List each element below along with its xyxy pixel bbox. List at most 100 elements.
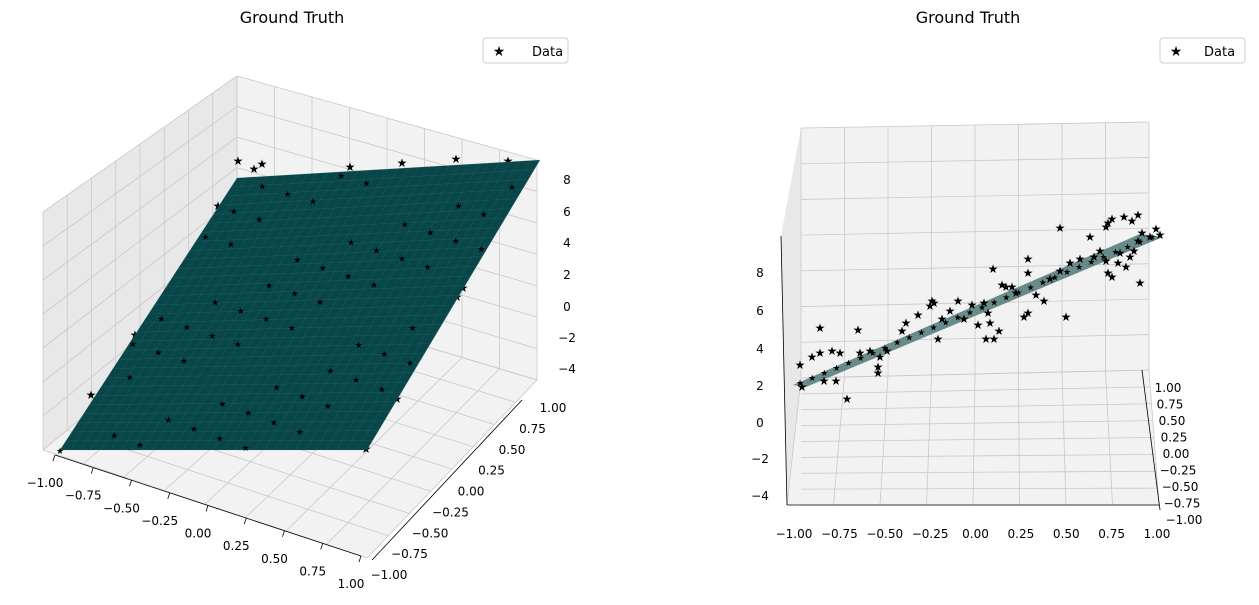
right-data-marker-under-surface: ★ (1014, 288, 1022, 298)
left-data-marker-under-surface: ★ (355, 341, 363, 351)
left-surface-meshline (366, 159, 541, 451)
right-data-marker: ★ (925, 299, 936, 313)
right-data-marker: ★ (997, 278, 1008, 292)
left-z-tick-label: 0 (563, 300, 571, 314)
left-surface-meshline (236, 159, 541, 179)
right-legend: ★ Data (1159, 37, 1246, 64)
left-x-tick-label: 1.00 (338, 577, 365, 591)
right-data-marker: ★ (1001, 280, 1012, 294)
left-data-marker-under-surface: ★ (337, 172, 345, 182)
right-data-marker: ★ (1095, 244, 1106, 258)
right-data-marker: ★ (983, 306, 994, 320)
left-z-tick-label: 2 (563, 268, 571, 282)
right-back-gridline (800, 157, 1150, 165)
right-z-tick-label: 6 (756, 304, 764, 318)
left-z-tick-labels: −4 −2 0 2 4 6 8 (558, 173, 576, 376)
right-data-marker: ★ (1133, 234, 1144, 248)
left-x-tick-label: 0.00 (185, 527, 212, 541)
right-legend-label: Data (1204, 45, 1235, 60)
right-x-tick-labels: −1.00 −0.75 −0.50 −0.25 0.00 0.25 0.50 0.75 1.00 (776, 504, 1170, 541)
left-data-marker-under-surface: ★ (201, 233, 209, 243)
left-x-tick-mark (167, 492, 171, 500)
left-data-marker-under-surface: ★ (380, 350, 388, 360)
left-surface-meshline (346, 161, 520, 451)
right-data-marker: ★ (994, 324, 1005, 338)
left-y-tick-label: −0.50 (412, 526, 449, 540)
left-data-marker-under-surface: ★ (255, 215, 263, 225)
right-data-marker: ★ (937, 312, 948, 326)
right-back-gridline (800, 227, 1150, 236)
right-y-tick-label: 0.00 (1163, 447, 1190, 461)
left-data-marker-under-surface: ★ (347, 238, 355, 248)
left-data-marker: ★ (451, 152, 462, 166)
right-floor-gridline (800, 487, 1158, 490)
left-data-marker-under-surface: ★ (208, 332, 216, 342)
right-y-axis-line (1141, 369, 1161, 511)
right-side-pane (781, 128, 801, 505)
left-y-tick-label: 0.50 (499, 443, 526, 457)
right-data-marker-under-surface: ★ (796, 379, 804, 389)
left-surface-meshline (219, 188, 523, 206)
right-data-marker: ★ (988, 262, 999, 276)
right-data-marker-under-surface: ★ (905, 334, 913, 344)
left-data-marker: ★ (213, 199, 224, 213)
right-data-marker-under-surface: ★ (1087, 258, 1095, 268)
right-x-tick-label: −0.75 (821, 527, 858, 541)
left-data-marker-under-surface: ★ (324, 402, 332, 412)
right-data-marker: ★ (1065, 256, 1076, 270)
right-z-axis-line (780, 235, 788, 506)
left-surface-meshline (356, 160, 531, 451)
left-y-tick-label: 0.00 (458, 485, 485, 499)
right-y-tick-labels: 1.00 0.75 0.50 0.25 0.00 −0.25 −0.50 −0.75 −1.00 (1141, 369, 1203, 527)
right-data-marker: ★ (913, 308, 924, 322)
right-data-marker: ★ (1101, 220, 1112, 234)
left-data-marker: ★ (233, 154, 244, 168)
right-data-marker: ★ (1055, 221, 1066, 235)
right-data-marker: ★ (933, 332, 944, 346)
left-legend-star-icon: ★ (493, 44, 506, 60)
right-back-gridline (800, 192, 1150, 200)
right-data-marker: ★ (959, 312, 970, 326)
right-x-tick-label: −1.00 (776, 527, 813, 541)
right-data-marker: ★ (1039, 294, 1050, 308)
left-wall-gridline (42, 106, 238, 247)
left-surface-meshline (231, 169, 535, 188)
right-back-gridline (800, 121, 1150, 129)
right-data-marker: ★ (842, 392, 853, 406)
left-data-marker-under-surface: ★ (126, 373, 134, 383)
left-y-tick-labels: −1.00 −0.75 −0.50 −0.25 0.00 0.25 0.50 0.75 1.00 (371, 399, 566, 582)
right-data-marker-under-surface: ★ (954, 314, 962, 324)
left-x-tick-mark (90, 467, 94, 474)
left-data-marker-under-surface: ★ (296, 428, 304, 438)
right-data-marker: ★ (873, 366, 884, 380)
right-data-marker: ★ (953, 294, 964, 308)
right-y-tick-label: −1.00 (1166, 513, 1203, 527)
right-data-marker: ★ (1061, 310, 1072, 324)
right-data-marker-under-surface: ★ (1075, 263, 1083, 273)
right-data-marker-under-surface: ★ (990, 298, 998, 308)
left-z-tick-label: −4 (558, 362, 576, 376)
right-floor-gridline (800, 437, 1155, 442)
left-legend-box (482, 37, 569, 64)
right-data-marker-under-surface: ★ (808, 374, 816, 384)
right-x-tick-label: 0.75 (1098, 527, 1125, 541)
left-x-tick-labels: −1.00−0.75−0.50−0.25 0.00 0.25 0.50 0.75 1.00 (27, 454, 365, 591)
right-data-marker: ★ (853, 323, 864, 337)
left-data-marker-under-surface: ★ (480, 210, 488, 220)
right-data-marker-under-surface: ★ (820, 369, 828, 379)
right-z-tick-label: −2 (751, 452, 769, 466)
left-data-marker-under-surface: ★ (241, 444, 249, 454)
left-data-marker-under-surface: ★ (363, 179, 371, 189)
left-data-marker: ★ (249, 162, 260, 176)
right-data-marker-under-surface: ★ (893, 339, 901, 349)
right-data-marker: ★ (1155, 228, 1166, 242)
right-floor-gridline (800, 369, 1150, 379)
right-x-tick-label: −0.50 (866, 527, 903, 541)
right-data-marker: ★ (1133, 208, 1144, 222)
left-legend: ★ Data (482, 37, 569, 64)
left-data-marker-under-surface: ★ (344, 272, 352, 282)
right-data-marker-under-surface: ★ (1027, 283, 1035, 293)
left-3d-axes: Ground Truth ★★★ ★ ★ ★ ★★★ ★★★★★★ ★★★★★★★★★★★… (27, 8, 576, 591)
right-y-tick-label: −0.25 (1160, 464, 1197, 478)
